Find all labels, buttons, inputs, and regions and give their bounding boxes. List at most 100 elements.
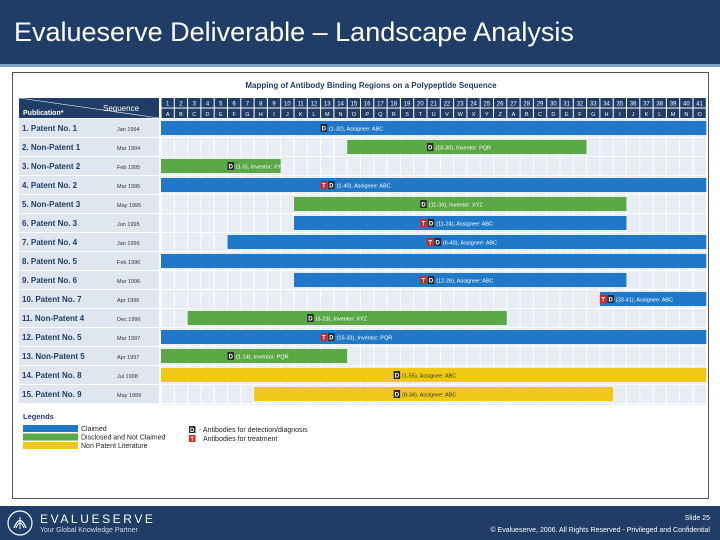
marker-letter: D xyxy=(329,184,334,190)
letter-header-cell xyxy=(587,108,600,118)
row-label: 15. Patent No. 9 xyxy=(22,390,82,399)
legend-t-text: Antibodies for treatment xyxy=(203,436,277,443)
binding-bar xyxy=(227,235,707,249)
slide-footer: EVALUESERVE Your Global Knowledge Partne… xyxy=(0,506,720,540)
letter-header-label: C xyxy=(192,112,196,118)
letter-header-cell xyxy=(228,108,241,118)
letter-header-label: B xyxy=(525,112,529,118)
number-header-cell xyxy=(387,98,400,108)
legend-d-text: - Antibodies for detection/diagnosis xyxy=(199,427,308,434)
marker-letter: T xyxy=(428,241,432,247)
letter-header-cell xyxy=(387,108,400,118)
row-label-bg xyxy=(19,157,159,175)
number-header-label: 19 xyxy=(404,102,411,108)
row-date: Jan 1994 xyxy=(117,127,140,133)
number-header-label: 36 xyxy=(630,102,637,108)
copyright-text: © Evalueserve, 2006. All Rights Reserved… xyxy=(490,527,710,534)
row-label: 3. Non-Patent 2 xyxy=(22,162,81,171)
legend-detection-marker xyxy=(189,426,196,433)
detection-marker xyxy=(227,352,234,360)
brand-name: EVALUESERVE xyxy=(40,512,156,526)
letter-header-cell xyxy=(321,108,334,118)
row-date: Apr 1996 xyxy=(117,298,139,304)
letter-header-cell xyxy=(347,108,360,118)
header-diagonal xyxy=(18,97,160,119)
legend-d-letter: D xyxy=(190,428,195,434)
number-header-cell xyxy=(680,98,693,108)
letter-header-label: K xyxy=(645,112,649,118)
letter-header-cell xyxy=(467,108,480,118)
binding-bar xyxy=(161,254,707,268)
treatment-marker xyxy=(426,238,434,246)
letter-header-label: L xyxy=(312,112,315,118)
letter-header-cell xyxy=(188,108,201,118)
letter-header-cell xyxy=(480,108,493,118)
number-header-cell xyxy=(454,98,467,108)
number-header-cell xyxy=(427,98,440,108)
number-header-cell xyxy=(254,98,267,108)
letter-header-cell xyxy=(666,108,680,118)
number-header-cell xyxy=(174,98,188,108)
row-label-bg xyxy=(19,119,159,137)
binding-region-text: (3-23), Inventor: XYZ xyxy=(316,317,368,323)
number-header-cell xyxy=(334,98,347,108)
letter-header-label: M xyxy=(325,112,330,118)
detection-marker xyxy=(320,124,328,132)
letter-header-cell xyxy=(427,108,440,118)
letter-header-cell xyxy=(507,108,520,118)
legend-treatment-marker xyxy=(189,435,196,442)
marker-letter: D xyxy=(395,393,400,399)
number-header-cell xyxy=(161,98,174,108)
number-header-label: 7 xyxy=(246,102,250,108)
row-label: 12. Patent No. 5 xyxy=(22,333,82,342)
number-header-label: 32 xyxy=(577,102,584,108)
number-header-cell xyxy=(533,98,547,108)
row-label-bg xyxy=(19,176,159,194)
letter-header-cell xyxy=(400,108,414,118)
legend-t-letter: T xyxy=(190,437,194,443)
row-label: 13. Non-Patent 5 xyxy=(22,352,85,361)
detection-marker xyxy=(420,200,427,208)
number-header-label: 38 xyxy=(656,102,663,108)
binding-region-text: (8-34), Assignee: ABC xyxy=(402,393,456,399)
binding-region-text: (1-5), Inventor: XYZ xyxy=(236,165,285,171)
row-date: Feb 1995 xyxy=(117,165,140,171)
letter-header-cell xyxy=(281,108,294,118)
marker-letter: D xyxy=(308,317,313,323)
row-label-bg xyxy=(19,271,159,289)
binding-bar xyxy=(294,273,627,287)
row-date: Mar 1997 xyxy=(117,336,140,342)
number-header-label: 4 xyxy=(206,102,210,108)
marker-letter: D xyxy=(322,127,327,133)
letter-header-cell xyxy=(520,108,533,118)
marker-letter: D xyxy=(421,203,426,209)
marker-letter: D xyxy=(608,298,613,304)
letter-header-cell xyxy=(161,108,174,118)
letter-header-cell xyxy=(174,108,188,118)
number-header-label: 3 xyxy=(193,102,197,108)
letter-header-cell xyxy=(374,108,387,118)
binding-bar xyxy=(161,368,707,382)
number-header-cell xyxy=(321,98,334,108)
marker-letter: T xyxy=(422,279,426,285)
publication-label: Publication* xyxy=(23,110,64,117)
detection-marker xyxy=(328,181,335,189)
marker-letter: D xyxy=(435,241,440,247)
detection-marker xyxy=(426,143,434,151)
letter-header-label: N xyxy=(339,112,343,118)
evalueserve-logo-icon xyxy=(7,510,33,536)
treatment-marker xyxy=(320,333,328,341)
row-date: Jul 1998 xyxy=(117,374,138,380)
marker-letter: T xyxy=(601,298,605,304)
row-label-bg xyxy=(19,328,159,346)
treatment-marker xyxy=(420,276,427,284)
number-header-label: 8 xyxy=(259,102,263,108)
letter-header-cell xyxy=(440,108,454,118)
row-label: 5. Non-Patent 3 xyxy=(22,200,81,209)
binding-bar xyxy=(187,311,507,325)
binding-region-text: (6-40), Assignee: ABC xyxy=(443,241,497,247)
letter-header-label: J xyxy=(632,112,635,118)
number-header-label: 14 xyxy=(337,102,344,108)
letter-header-cell xyxy=(613,108,626,118)
letter-header-label: G xyxy=(591,112,595,118)
